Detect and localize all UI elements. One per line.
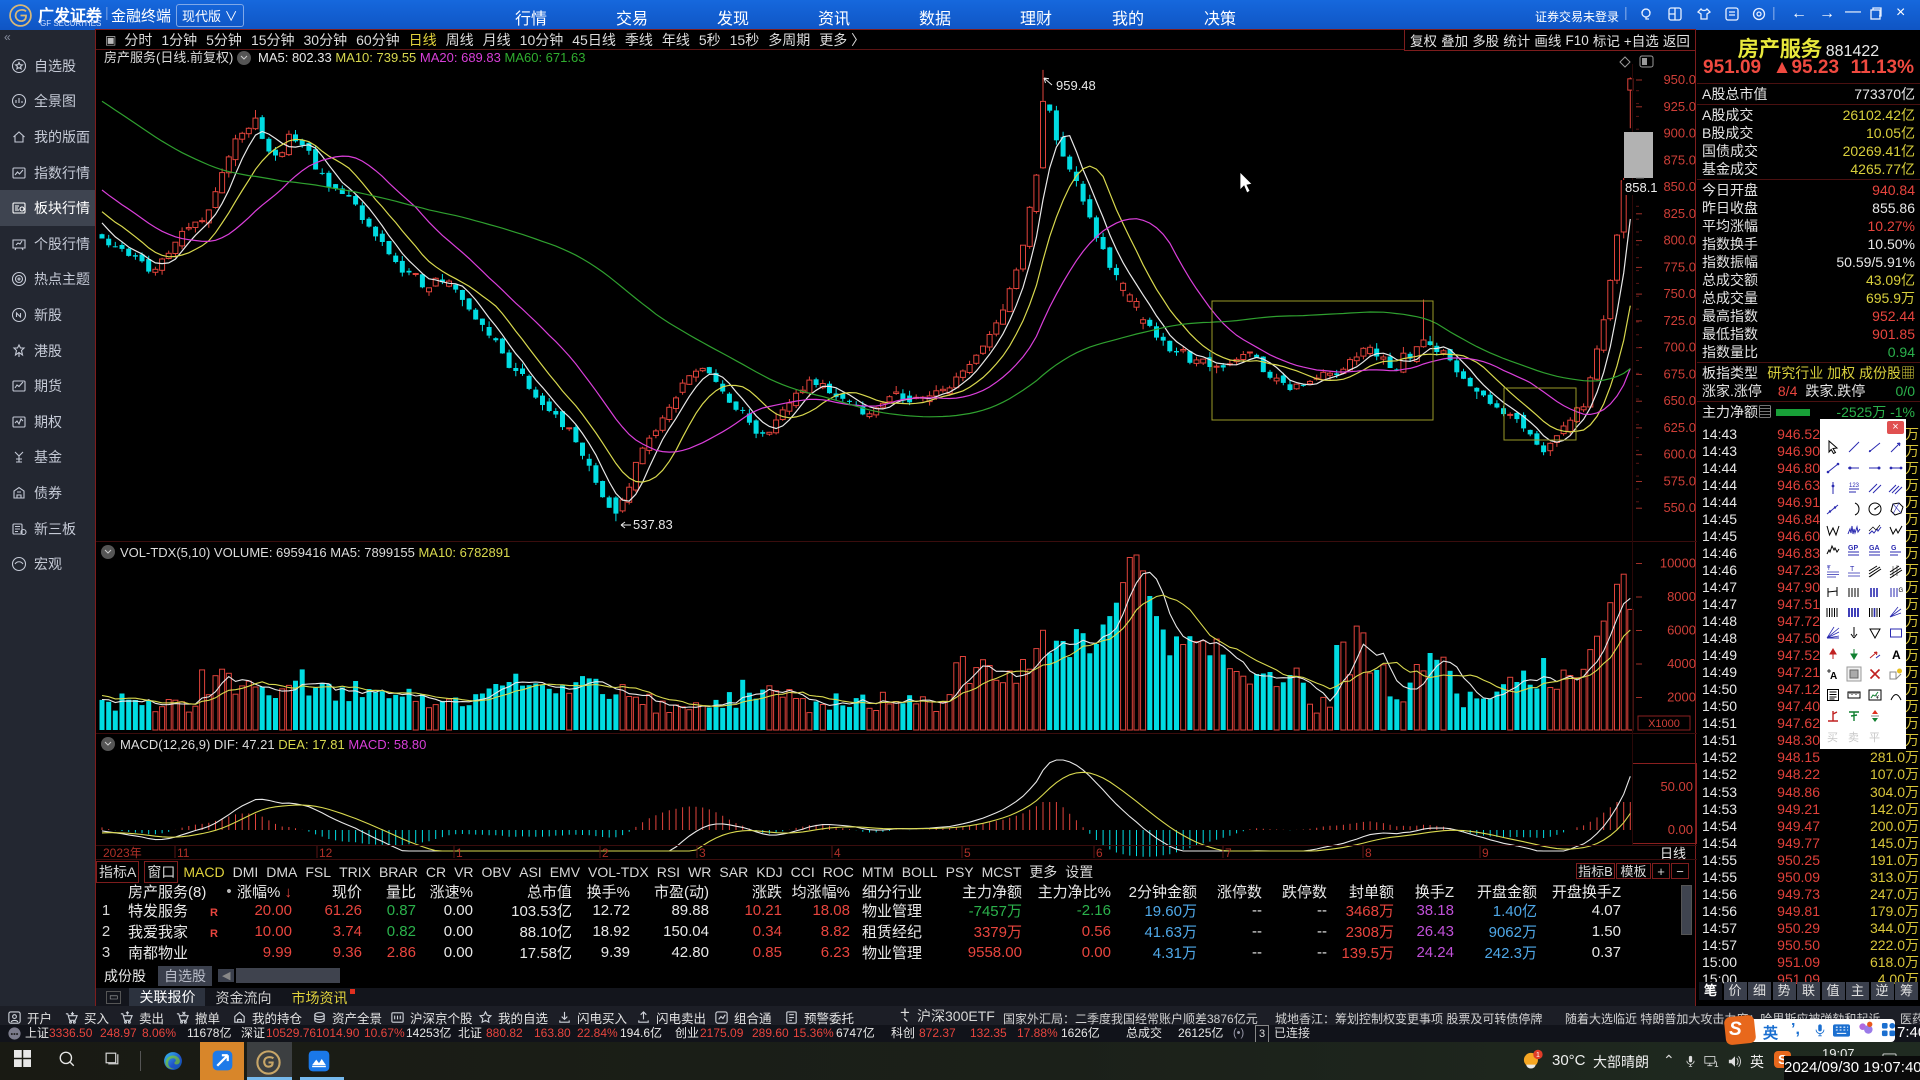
svg-text:2023年: 2023年 <box>103 846 142 860</box>
svg-text:12: 12 <box>319 846 333 860</box>
svg-text:2: 2 <box>602 846 609 860</box>
svg-text:日线: 日线 <box>1660 846 1686 861</box>
svg-text:725.0: 725.0 <box>1663 313 1696 328</box>
svg-text:875.0: 875.0 <box>1663 152 1696 167</box>
svg-text:G: G <box>1891 545 1897 552</box>
svg-text:X1000: X1000 <box>1648 718 1680 730</box>
svg-text:9: 9 <box>1482 846 1489 860</box>
svg-text:8: 8 <box>1365 846 1372 860</box>
svg-text:5: 5 <box>964 846 971 860</box>
svg-text:0.00: 0.00 <box>1668 822 1693 837</box>
svg-text:925.0: 925.0 <box>1663 99 1696 114</box>
svg-text:123: 123 <box>1849 483 1860 489</box>
svg-text:GA: GA <box>1869 545 1880 552</box>
svg-text:A: A <box>1892 648 1901 662</box>
svg-text:买: 买 <box>1827 731 1838 744</box>
svg-text:800.0: 800.0 <box>1663 233 1696 248</box>
svg-text:•••: ••• <box>11 1029 19 1038</box>
svg-text:11: 11 <box>177 846 190 860</box>
svg-text:3: 3 <box>699 846 706 860</box>
svg-text:1: 1 <box>456 846 463 860</box>
svg-text:2000: 2000 <box>1667 690 1696 705</box>
svg-text:4000: 4000 <box>1667 656 1696 671</box>
svg-text:550.0: 550.0 <box>1663 500 1696 515</box>
svg-text:A: A <box>1830 671 1837 682</box>
svg-text:6: 6 <box>1096 846 1103 860</box>
svg-text:6000: 6000 <box>1667 623 1696 638</box>
svg-text:675.0: 675.0 <box>1663 366 1696 381</box>
svg-text:850.0: 850.0 <box>1663 179 1696 194</box>
svg-text:房产服务(日线.前复权): 房产服务(日线.前复权) <box>104 50 233 65</box>
svg-text:GP: GP <box>1848 545 1858 552</box>
svg-text:1: 1 <box>1536 1052 1540 1059</box>
svg-text:600.0: 600.0 <box>1663 447 1696 462</box>
svg-text:7: 7 <box>1225 846 1232 860</box>
svg-text:平: 平 <box>1869 732 1880 744</box>
svg-text:625.0: 625.0 <box>1663 420 1696 435</box>
svg-text:700.0: 700.0 <box>1663 340 1696 355</box>
svg-text:¥: ¥ <box>1876 695 1879 701</box>
svg-text:T: T <box>1850 566 1855 573</box>
svg-text:MA5: 802.33 MA10: 739.55 MA2: MA5: 802.33 MA10: 739.55 MA20: 689.83 MA… <box>258 50 585 65</box>
svg-text:VOL-TDX(5,10) VOLUME: 6959416: VOL-TDX(5,10) VOLUME: 6959416 MA5: 78991… <box>120 545 510 560</box>
svg-text:575.0: 575.0 <box>1663 474 1696 489</box>
svg-text:858.1: 858.1 <box>1625 180 1658 195</box>
svg-text:950.0: 950.0 <box>1663 72 1696 87</box>
svg-text:MACD(12,26,9) DIF: 47.21 DEA: MACD(12,26,9) DIF: 47.21 DEA: 17.81 MACD… <box>120 737 426 752</box>
svg-text:10000: 10000 <box>1660 556 1696 571</box>
svg-text:G: G <box>1898 588 1903 594</box>
svg-text:900.0: 900.0 <box>1663 126 1696 141</box>
svg-text:T: T <box>1827 566 1831 572</box>
svg-text:825.0: 825.0 <box>1663 206 1696 221</box>
svg-text:750.0: 750.0 <box>1663 286 1696 301</box>
svg-text:650.0: 650.0 <box>1663 393 1696 408</box>
svg-text:537.83: 537.83 <box>633 517 673 532</box>
svg-text:50.00: 50.00 <box>1660 779 1693 794</box>
svg-text:959.48: 959.48 <box>1056 78 1096 93</box>
svg-text:775.0: 775.0 <box>1663 259 1696 274</box>
svg-text:4: 4 <box>834 846 841 860</box>
svg-text:卖: 卖 <box>1848 731 1859 744</box>
svg-text:8000: 8000 <box>1667 589 1696 604</box>
